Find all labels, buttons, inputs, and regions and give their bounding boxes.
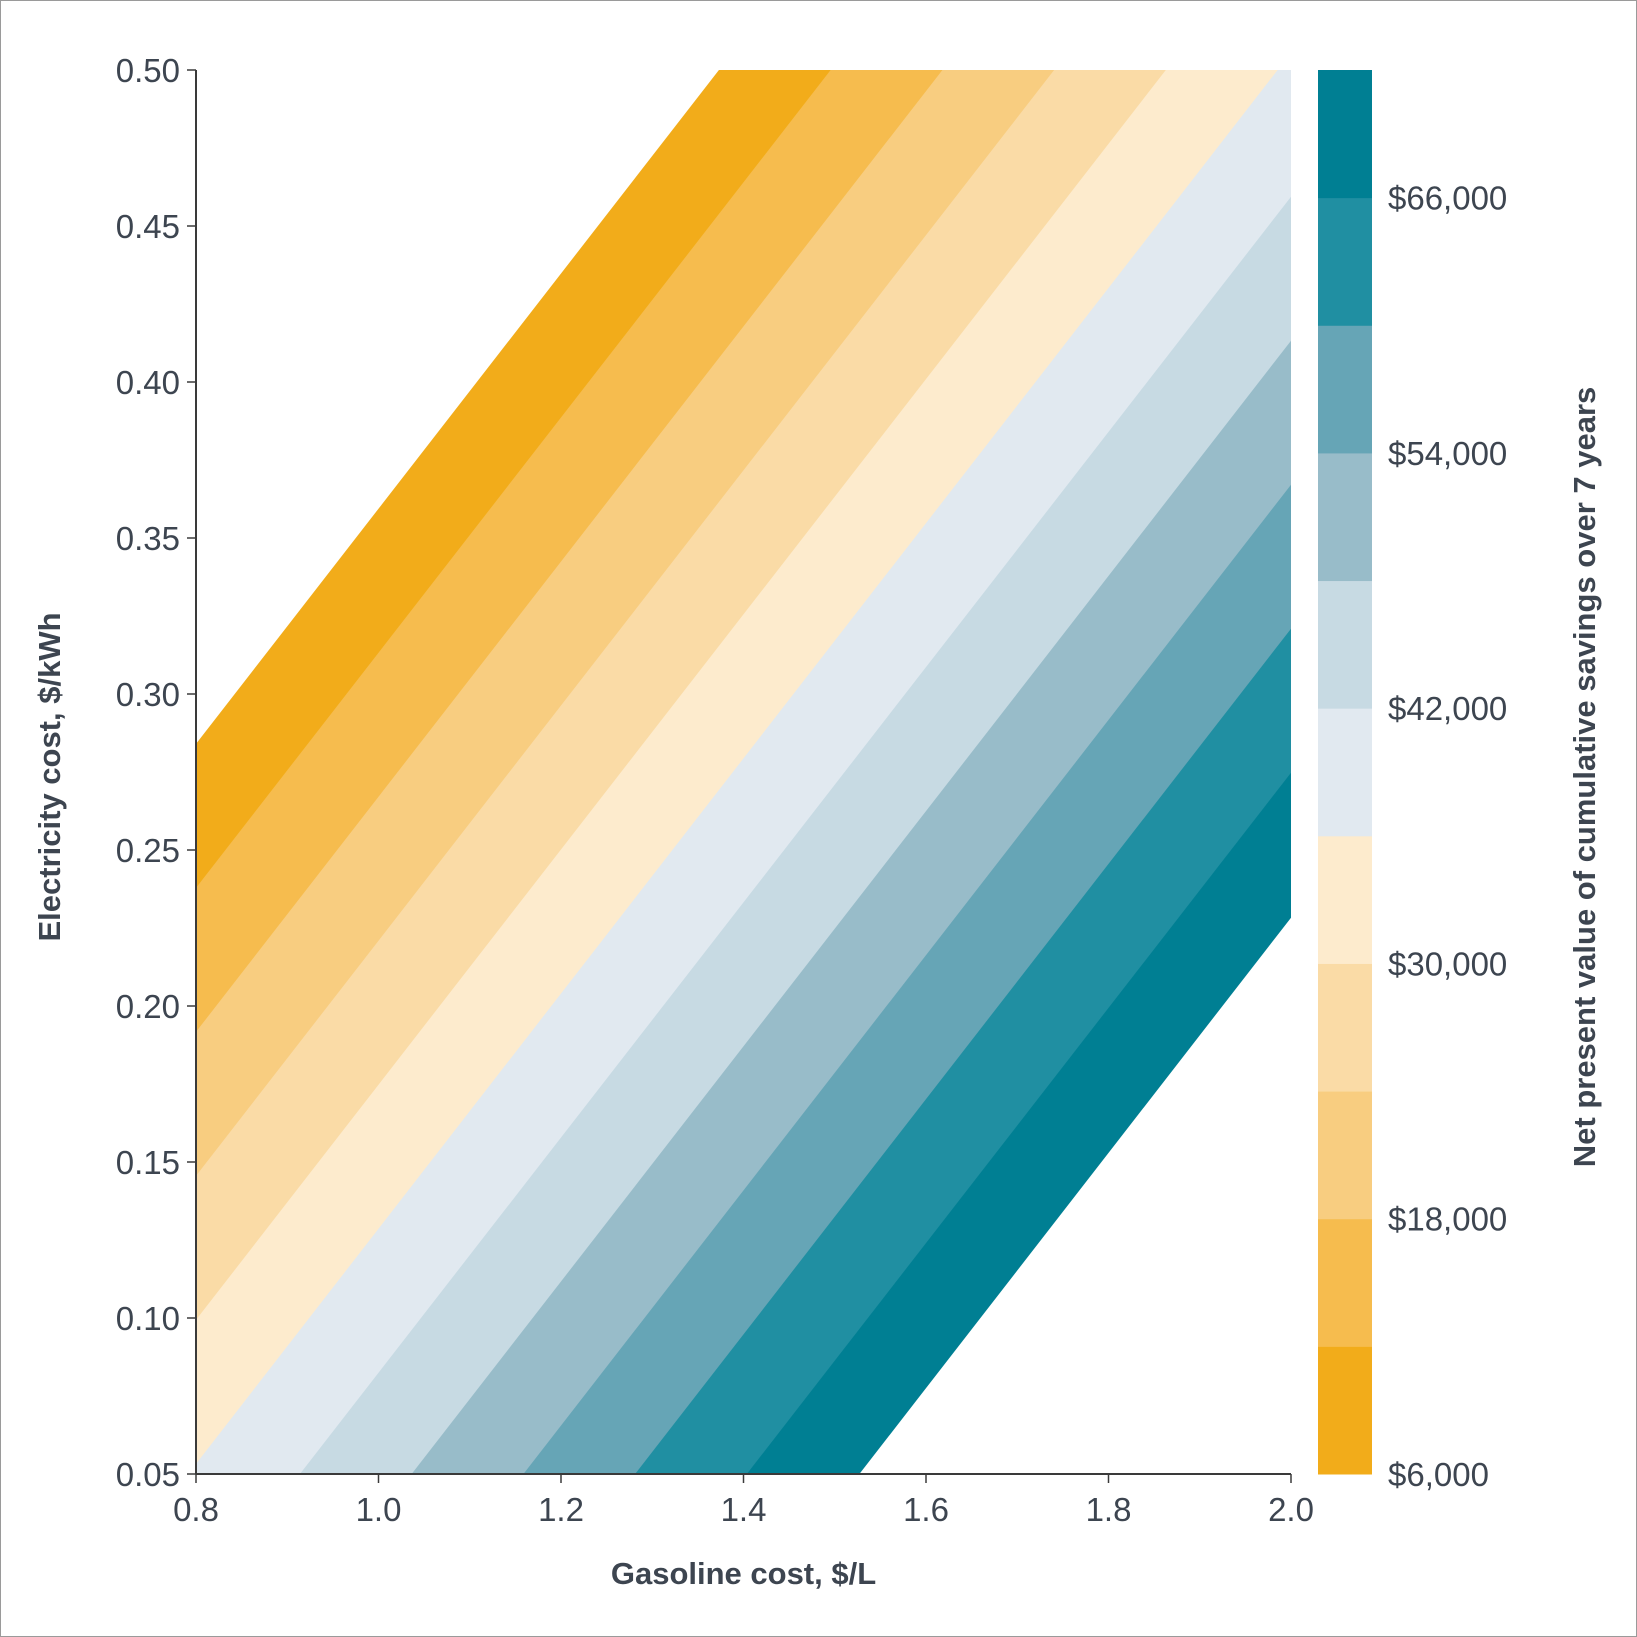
y-tick-label: 0.45 bbox=[116, 208, 180, 245]
contour-band-42000 bbox=[299, 196, 1291, 1474]
y-tick-label: 0.05 bbox=[116, 1456, 180, 1493]
colorbar-tick-label: $6,000 bbox=[1388, 1456, 1489, 1493]
x-tick-label: 1.0 bbox=[356, 1491, 402, 1528]
y-tick-label: 0.25 bbox=[116, 832, 180, 869]
x-tick-label: 1.6 bbox=[903, 1491, 949, 1528]
y-tick-label: 0.15 bbox=[116, 1144, 180, 1181]
colorbar-segment bbox=[1318, 1218, 1372, 1347]
colorbar-title: Net present value of cumulative savings … bbox=[1567, 387, 1602, 1168]
y-axis-title: Electricity cost, $/kWh bbox=[32, 612, 67, 941]
x-tick-label: 1.8 bbox=[1086, 1491, 1132, 1528]
colorbar-segment bbox=[1318, 708, 1372, 837]
x-axis-ticks: 0.8 1.0 1.2 1.4 1.6 1.8 2.0 bbox=[173, 1474, 1314, 1528]
y-tick-label: 0.50 bbox=[116, 52, 180, 89]
contour-band-60000 bbox=[635, 628, 1291, 1474]
colorbar-tick-label: $18,000 bbox=[1388, 1201, 1507, 1238]
contour-band-48000 bbox=[411, 340, 1291, 1474]
x-tick-label: 0.8 bbox=[173, 1491, 219, 1528]
colorbar-tick-label: $42,000 bbox=[1388, 690, 1507, 727]
contour-band-54000 bbox=[523, 484, 1291, 1474]
colorbar-tick-label: $30,000 bbox=[1388, 945, 1507, 982]
colorbar-segment bbox=[1318, 580, 1372, 709]
colorbar: $6,000 $18,000 $30,000 $42,000 $54,000 $66,00… bbox=[1318, 70, 1507, 1493]
colorbar-segment bbox=[1318, 197, 1372, 326]
colorbar-segment bbox=[1318, 325, 1372, 454]
y-tick-label: 0.40 bbox=[116, 364, 180, 401]
colorbar-segment bbox=[1318, 1346, 1372, 1475]
y-axis-ticks: 0.05 0.10 0.15 0.20 0.25 0.30 0.35 0.40 0.45 0.50 bbox=[116, 52, 196, 1493]
y-tick-label: 0.20 bbox=[116, 988, 180, 1025]
y-tick-label: 0.10 bbox=[116, 1300, 180, 1337]
colorbar-segment bbox=[1318, 1091, 1372, 1220]
colorbar-tick-label: $54,000 bbox=[1388, 435, 1507, 472]
y-tick-label: 0.30 bbox=[116, 676, 180, 713]
contour-bands bbox=[196, 70, 1291, 1474]
contour-band-66000 bbox=[746, 772, 1291, 1474]
colorbar-segment bbox=[1318, 835, 1372, 964]
x-axis-title: Gasoline cost, $/L bbox=[611, 1556, 876, 1591]
colorbar-segment bbox=[1318, 70, 1372, 199]
x-tick-label: 2.0 bbox=[1268, 1491, 1314, 1528]
x-tick-label: 1.4 bbox=[721, 1491, 767, 1528]
contour-band-36000 bbox=[196, 70, 1291, 1474]
colorbar-segment bbox=[1318, 452, 1372, 582]
y-tick-label: 0.35 bbox=[116, 520, 180, 557]
colorbar-segment bbox=[1318, 963, 1372, 1092]
x-tick-label: 1.2 bbox=[538, 1491, 584, 1528]
colorbar-tick-label: $66,000 bbox=[1388, 180, 1507, 217]
